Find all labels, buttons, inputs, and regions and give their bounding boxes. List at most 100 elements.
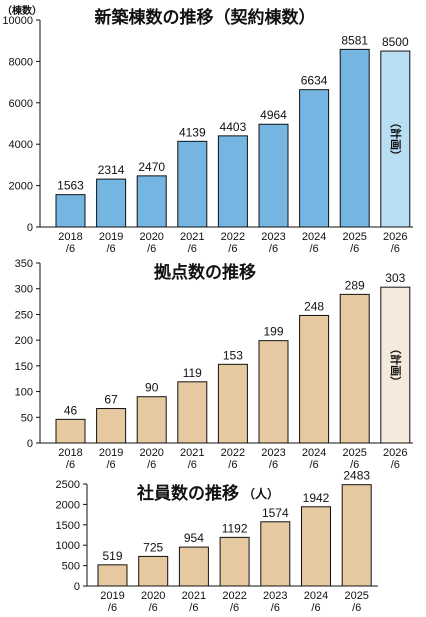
data-label: 119 <box>183 366 202 380</box>
y-tick-label: 2000 <box>56 499 80 511</box>
data-label: 519 <box>102 549 122 563</box>
y-tick-label: 2000 <box>9 181 33 193</box>
bar <box>136 175 167 228</box>
bar <box>260 521 291 587</box>
y-tick-label: 500 <box>62 561 80 573</box>
bar <box>339 293 370 444</box>
x-tick-label: 2025/6 <box>344 590 368 614</box>
x-tick-label: 2020/6 <box>141 590 165 614</box>
x-tick-label: 2025/6 <box>342 447 366 471</box>
plan-note: （計画） <box>389 117 403 161</box>
y-tick-label: 350 <box>15 258 33 270</box>
x-tick-label: 2023/6 <box>261 447 285 471</box>
x-tick-label: 2026/6 <box>383 231 407 255</box>
data-label: 303 <box>385 271 405 285</box>
data-label: 1574 <box>262 506 289 520</box>
data-label: 46 <box>64 403 78 417</box>
y-tick-label: 250 <box>15 309 33 321</box>
chart-title: 社員数の推移 <box>136 483 239 504</box>
bar <box>55 194 86 228</box>
data-label: 6634 <box>301 74 328 88</box>
data-label: 289 <box>345 278 365 292</box>
data-label: 2483 <box>343 469 370 483</box>
x-tick-label: 2019/6 <box>99 447 123 471</box>
y-tick-label: 50 <box>21 412 33 424</box>
bar <box>96 178 127 228</box>
y-tick-label: 6000 <box>9 98 33 110</box>
bar <box>177 140 208 228</box>
bar <box>299 89 330 228</box>
x-tick-label: 2023/6 <box>263 590 287 614</box>
bar <box>341 484 372 587</box>
data-label: 4403 <box>220 120 247 134</box>
y-tick-label: 8000 <box>9 56 33 68</box>
data-label: 199 <box>263 325 283 339</box>
x-tick-label: 2026/6 <box>383 447 407 471</box>
x-tick-label: 2022/6 <box>221 447 245 471</box>
unit-label: （棟数） <box>2 4 42 17</box>
data-label: 1563 <box>57 179 84 193</box>
data-label: 1192 <box>222 521 248 535</box>
x-tick-label: 2025/6 <box>342 231 366 255</box>
x-tick-label: 2024/6 <box>302 231 326 255</box>
bar <box>96 408 127 444</box>
y-tick-label: 150 <box>15 361 33 373</box>
x-tick-label: 2024/6 <box>304 590 328 614</box>
y-tick-label: 0 <box>74 581 80 593</box>
unit-label: （人） <box>243 486 279 501</box>
bar <box>177 381 208 444</box>
data-label: 153 <box>223 348 243 362</box>
x-tick-label: 2019/6 <box>99 231 123 255</box>
bar <box>258 340 289 444</box>
y-tick-label: 2500 <box>56 479 80 491</box>
data-label: 248 <box>304 299 324 313</box>
data-label: 725 <box>143 540 163 554</box>
plan-note: （計画） <box>389 343 403 387</box>
data-label: 4964 <box>260 108 287 122</box>
bar <box>138 555 169 587</box>
bar <box>339 48 370 228</box>
y-tick-label: 200 <box>15 335 33 347</box>
bar-plan <box>380 50 411 228</box>
data-label: 2314 <box>98 163 125 177</box>
bar <box>217 363 248 444</box>
bar <box>258 123 289 228</box>
data-label: 2470 <box>138 160 165 174</box>
bar <box>219 536 250 587</box>
x-tick-label: 2018/6 <box>58 231 82 255</box>
chart-title: 新築棟数の推移（契約棟数） <box>95 7 316 28</box>
data-label: 954 <box>184 531 204 545</box>
x-tick-label: 2019/6 <box>100 590 124 614</box>
bar <box>97 564 128 587</box>
y-tick-label: 10000 <box>2 15 33 27</box>
y-tick-label: 300 <box>15 284 33 296</box>
y-tick-label: 100 <box>15 387 33 399</box>
x-tick-label: 2023/6 <box>261 231 285 255</box>
y-tick-label: 0 <box>27 222 33 234</box>
bar <box>136 396 167 444</box>
x-tick-label: 2024/6 <box>302 447 326 471</box>
data-label: 8581 <box>341 33 368 47</box>
data-label: 67 <box>104 393 118 407</box>
x-tick-label: 2020/6 <box>139 447 163 471</box>
x-tick-label: 2021/6 <box>182 590 206 614</box>
x-tick-label: 2021/6 <box>180 447 204 471</box>
bar <box>301 506 331 587</box>
bar <box>299 314 330 444</box>
data-label: 8500 <box>382 35 409 49</box>
x-tick-label: 2018/6 <box>58 447 82 471</box>
data-label: 90 <box>145 381 159 395</box>
x-tick-label: 2021/6 <box>180 231 204 255</box>
x-tick-label: 2022/6 <box>221 231 245 255</box>
data-label: 1942 <box>303 491 330 505</box>
x-tick-label: 2022/6 <box>222 590 246 614</box>
y-tick-label: 4000 <box>9 139 33 151</box>
y-tick-label: 0 <box>27 438 33 450</box>
bar <box>217 135 248 228</box>
y-tick-label: 1000 <box>56 540 80 552</box>
x-tick-label: 2020/6 <box>139 231 163 255</box>
y-tick-label: 1500 <box>56 520 80 532</box>
bar <box>55 418 86 444</box>
